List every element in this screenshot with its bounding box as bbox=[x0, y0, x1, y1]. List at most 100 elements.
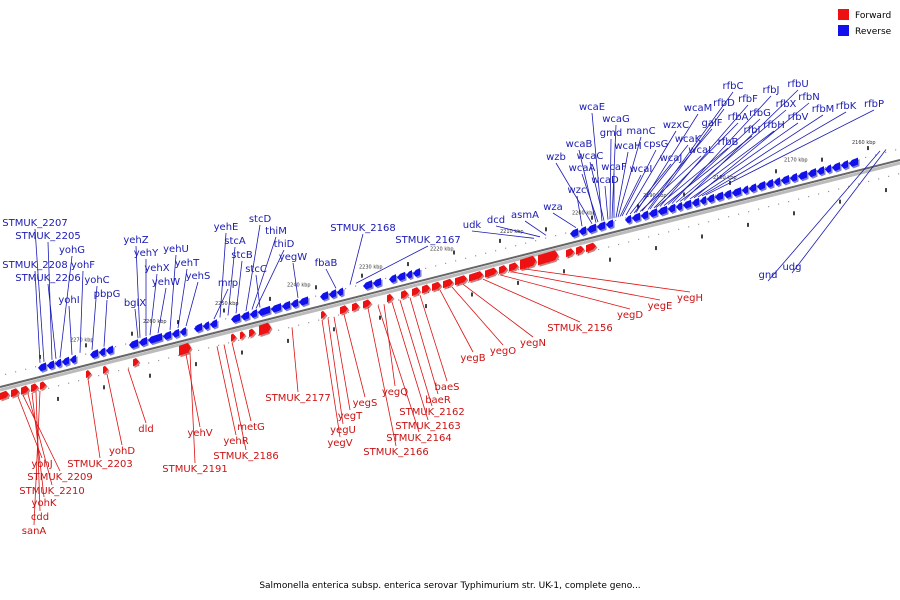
gene-label: rfbU bbox=[787, 79, 808, 90]
gene-label: rfbV bbox=[788, 112, 809, 123]
axis-dot bbox=[688, 226, 690, 228]
legend-reverse-swatch bbox=[838, 25, 849, 36]
legend-forward-label: Forward bbox=[855, 11, 891, 21]
leader-line bbox=[355, 245, 429, 284]
gene-label: wcaC bbox=[577, 151, 604, 162]
axis-dot bbox=[178, 354, 180, 357]
axis-dot bbox=[85, 353, 87, 355]
forward-gene bbox=[520, 255, 536, 270]
gene-label: thiD bbox=[274, 239, 295, 250]
leader-line bbox=[471, 230, 535, 239]
forward-gene bbox=[412, 287, 420, 297]
gene-label: yehV bbox=[187, 428, 212, 439]
axis-dot bbox=[825, 166, 827, 169]
axis-dot bbox=[728, 216, 730, 218]
axis-dot bbox=[25, 368, 27, 370]
axis-dot bbox=[68, 382, 70, 384]
reverse-gene bbox=[163, 330, 171, 340]
reverse-gene bbox=[707, 193, 714, 203]
gene-label: yegE bbox=[648, 301, 673, 312]
axis-dot bbox=[495, 250, 497, 252]
reverse-gene bbox=[62, 356, 69, 366]
gene-label: yohJ bbox=[31, 459, 52, 470]
axis-dot bbox=[555, 235, 557, 237]
reverse-gene bbox=[668, 203, 675, 213]
leader-line bbox=[327, 318, 344, 425]
gene-label: manC bbox=[626, 126, 655, 137]
reverse-gene bbox=[148, 333, 162, 344]
reverse-gene bbox=[397, 271, 405, 281]
leader-line bbox=[169, 254, 177, 331]
gene-label: cdd bbox=[31, 512, 49, 523]
reverse-gene bbox=[299, 296, 308, 306]
axis-dot bbox=[315, 295, 317, 297]
forward-gene bbox=[249, 328, 255, 338]
leader-line bbox=[524, 220, 547, 236]
axis-dot bbox=[148, 362, 150, 364]
gene-label: yohC bbox=[84, 275, 109, 286]
gene-label: STMUK_2163 bbox=[395, 421, 460, 432]
gene-label: wcaI bbox=[630, 164, 653, 175]
forward-gene bbox=[586, 242, 596, 253]
axis-dot bbox=[425, 267, 427, 270]
leader-line bbox=[499, 274, 631, 310]
gene-arrows bbox=[0, 157, 860, 402]
axis-dot bbox=[875, 154, 877, 156]
forward-gene bbox=[133, 357, 139, 367]
forward-gene bbox=[21, 385, 29, 395]
gene-label: STMUK_2166 bbox=[363, 447, 428, 458]
reverse-gene bbox=[329, 289, 336, 299]
gene-label: STMUK_2208 bbox=[2, 260, 67, 271]
gene-label: wzc bbox=[568, 185, 587, 196]
gene-label: baeR bbox=[425, 395, 451, 406]
leader-line bbox=[419, 294, 448, 382]
gene-label: sanA bbox=[22, 526, 47, 537]
forward-gene bbox=[387, 293, 393, 303]
leader-line bbox=[149, 273, 158, 336]
reverse-gene bbox=[47, 360, 54, 370]
reverse-gene bbox=[742, 185, 748, 194]
forward-gene bbox=[179, 342, 191, 356]
forward-gene bbox=[31, 383, 38, 393]
leader-line bbox=[216, 346, 237, 436]
forward-gene bbox=[469, 271, 483, 282]
gene-label: wcaK bbox=[675, 134, 702, 145]
backbone-line bbox=[0, 159, 900, 388]
axis-dot bbox=[78, 380, 80, 382]
leader-line bbox=[321, 319, 341, 438]
leader-line bbox=[177, 268, 188, 329]
tick-labels: 2270 kbp 2260 kbp 2250 kbp 2240 kbp 2230 kbp… bbox=[70, 140, 876, 343]
leader-line bbox=[523, 268, 691, 293]
axis-dot bbox=[898, 173, 900, 175]
gene-label: rfbX bbox=[776, 99, 797, 110]
leader-line bbox=[47, 283, 57, 359]
leader-line bbox=[578, 149, 597, 223]
axis-dot bbox=[355, 285, 357, 287]
gene-label: rfbC bbox=[723, 81, 744, 92]
axis-dot bbox=[475, 255, 477, 257]
forward-gene bbox=[352, 302, 359, 312]
leader-line bbox=[106, 373, 123, 446]
leader-line bbox=[439, 289, 474, 353]
gene-label: yehR bbox=[223, 436, 248, 447]
leader-line bbox=[482, 278, 581, 323]
forward-gene bbox=[509, 262, 518, 272]
axis-dot bbox=[828, 190, 830, 193]
leader-line bbox=[325, 268, 337, 289]
axis-dot bbox=[345, 287, 347, 290]
leader-line bbox=[683, 89, 799, 201]
gene-label: wcaJ bbox=[660, 153, 683, 164]
reverse-gene bbox=[139, 336, 147, 346]
reverse-gene bbox=[841, 160, 848, 169]
reverse-gene bbox=[808, 168, 816, 178]
leader-line bbox=[679, 130, 775, 202]
gene-label: wza bbox=[543, 202, 563, 213]
reverse-gene bbox=[749, 183, 756, 193]
axis-dot bbox=[128, 367, 130, 369]
axis-dot bbox=[228, 342, 230, 344]
axis-dot bbox=[708, 221, 710, 223]
forward-gene bbox=[576, 245, 584, 255]
axis-dot bbox=[108, 372, 110, 374]
leader-line bbox=[292, 262, 299, 298]
reverse-gene bbox=[363, 280, 372, 290]
